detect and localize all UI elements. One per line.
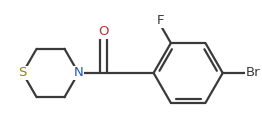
- Text: O: O: [99, 25, 109, 38]
- Text: Br: Br: [246, 67, 261, 79]
- Text: S: S: [18, 67, 27, 79]
- Text: F: F: [156, 14, 164, 27]
- Text: N: N: [74, 67, 83, 79]
